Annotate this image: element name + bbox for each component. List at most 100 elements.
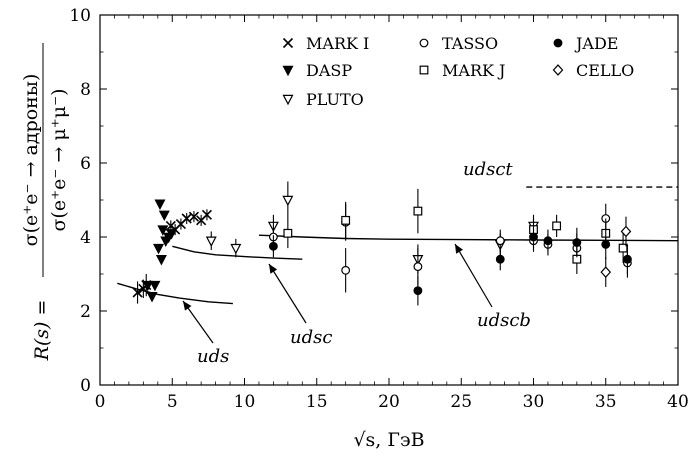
marker-square-open xyxy=(283,228,293,238)
marker-triangle-open xyxy=(205,236,217,247)
data-point xyxy=(622,244,632,274)
y-tick-label: 0 xyxy=(80,376,91,396)
x-tick-label: 40 xyxy=(667,392,689,412)
annotation-label: udscb xyxy=(477,310,531,331)
x-tick-label: 0 xyxy=(95,392,106,412)
data-point xyxy=(201,209,212,221)
legend-label: DASP xyxy=(306,61,352,80)
marker-circle-filled xyxy=(601,239,611,249)
marker-circle-filled xyxy=(529,232,538,242)
data-point xyxy=(341,248,351,293)
marker-triangle-filled xyxy=(146,292,158,303)
data-point xyxy=(154,199,166,210)
annotation-arrow xyxy=(268,263,307,324)
legend-item: MARK J xyxy=(419,61,505,80)
data-point xyxy=(157,225,169,236)
marker-x xyxy=(132,287,143,298)
legend-label: CELLO xyxy=(576,61,634,80)
curve-udscb xyxy=(258,234,679,242)
legend-item: TASSO xyxy=(419,34,498,53)
marker-square-open xyxy=(419,65,429,75)
data-point xyxy=(495,229,505,252)
annotation-arrow xyxy=(454,243,493,308)
x-axis-label: √s, ГэВ xyxy=(353,429,424,451)
x-tick-label: 10 xyxy=(234,392,256,412)
y-axis-label-numerator: σ(e⁺e⁻ → адроны) xyxy=(20,74,42,247)
y-tick-label: 6 xyxy=(80,154,91,174)
theory-curves xyxy=(117,186,679,305)
data-point xyxy=(153,243,165,255)
marker-x xyxy=(282,37,294,49)
marker-triangle-filled xyxy=(149,280,161,292)
marker-x xyxy=(201,209,212,220)
x-tick-label: 25 xyxy=(450,392,472,412)
marker-circle-open xyxy=(341,265,351,275)
y-axis-label-denominator: σ(e⁺e⁻ → μ⁺μ⁻) xyxy=(48,88,70,231)
marker-triangle-open xyxy=(282,195,294,207)
annotation-label: udsc xyxy=(290,327,332,348)
data-point xyxy=(158,210,170,222)
arrow-head xyxy=(269,264,278,274)
marker-triangle-filled xyxy=(153,243,165,255)
legend-item: PLUTO xyxy=(282,90,364,109)
x-tick-label: 20 xyxy=(378,392,400,412)
y-tick-label: 10 xyxy=(69,6,91,26)
y-tick-label: 2 xyxy=(80,302,91,322)
y-axis-label: R(s) = σ(e⁺e⁻ → адроны) σ(e⁺e⁻ → μ⁺μ⁻) xyxy=(20,43,70,361)
data-point xyxy=(413,275,423,306)
arrow-head xyxy=(183,301,192,311)
marker-triangle-open xyxy=(282,94,294,106)
legend-label: MARK J xyxy=(442,61,505,80)
marker-circle-open xyxy=(495,236,505,246)
marker-circle-filled xyxy=(413,286,423,296)
curve-uds xyxy=(117,282,233,305)
data-point xyxy=(572,227,582,258)
marker-circle-filled xyxy=(543,236,553,246)
series-jade xyxy=(268,225,632,306)
data-point xyxy=(155,255,167,266)
marker-square-open xyxy=(413,206,423,216)
data-point xyxy=(205,231,217,250)
data-point xyxy=(282,181,294,219)
marker-circle-filled xyxy=(495,254,505,264)
legend-label: JADE xyxy=(574,34,618,53)
marker-square-open xyxy=(341,215,351,225)
annotation-udsct: udsct xyxy=(463,159,513,180)
x-tick-label: 35 xyxy=(595,392,617,412)
series-dasp xyxy=(142,199,178,303)
axis-ticks: 0 5 10 15 20 25 30 35 40 0 2 4 6 8 10 xyxy=(69,6,688,412)
series-cello xyxy=(600,216,632,287)
series-mark-j xyxy=(283,188,628,274)
x-tick-label: 15 xyxy=(306,392,328,412)
data-point xyxy=(146,292,158,303)
marker-triangle-filled xyxy=(166,229,178,240)
data-point xyxy=(283,218,293,249)
x-tick-label: 5 xyxy=(167,392,178,412)
arrow-head xyxy=(455,244,464,254)
legend-item: CELLO xyxy=(552,61,634,80)
marker-circle-open xyxy=(413,262,423,272)
data-point xyxy=(413,188,423,234)
legend-label: MARK I xyxy=(306,34,369,53)
series-pluto xyxy=(205,181,539,274)
marker-triangle-filled xyxy=(282,65,294,77)
data-points xyxy=(132,181,632,306)
marker-triangle-filled xyxy=(158,210,170,222)
data-point xyxy=(230,238,242,258)
marker-diamond-open xyxy=(600,266,612,278)
y-tick-label: 4 xyxy=(80,228,91,248)
marker-x xyxy=(181,213,192,224)
data-point xyxy=(495,248,505,271)
marker-triangle-open xyxy=(230,243,242,255)
data-point xyxy=(341,201,351,239)
marker-circle-filled xyxy=(622,254,632,264)
data-point xyxy=(529,225,538,249)
annotation-label: udsct xyxy=(463,159,513,180)
curve-udsc xyxy=(172,245,303,260)
data-point xyxy=(543,229,553,252)
data-point xyxy=(132,281,143,304)
marker-triangle-filled xyxy=(155,255,167,266)
legend-item: MARK I xyxy=(282,34,369,53)
marker-circle-filled xyxy=(553,38,563,48)
